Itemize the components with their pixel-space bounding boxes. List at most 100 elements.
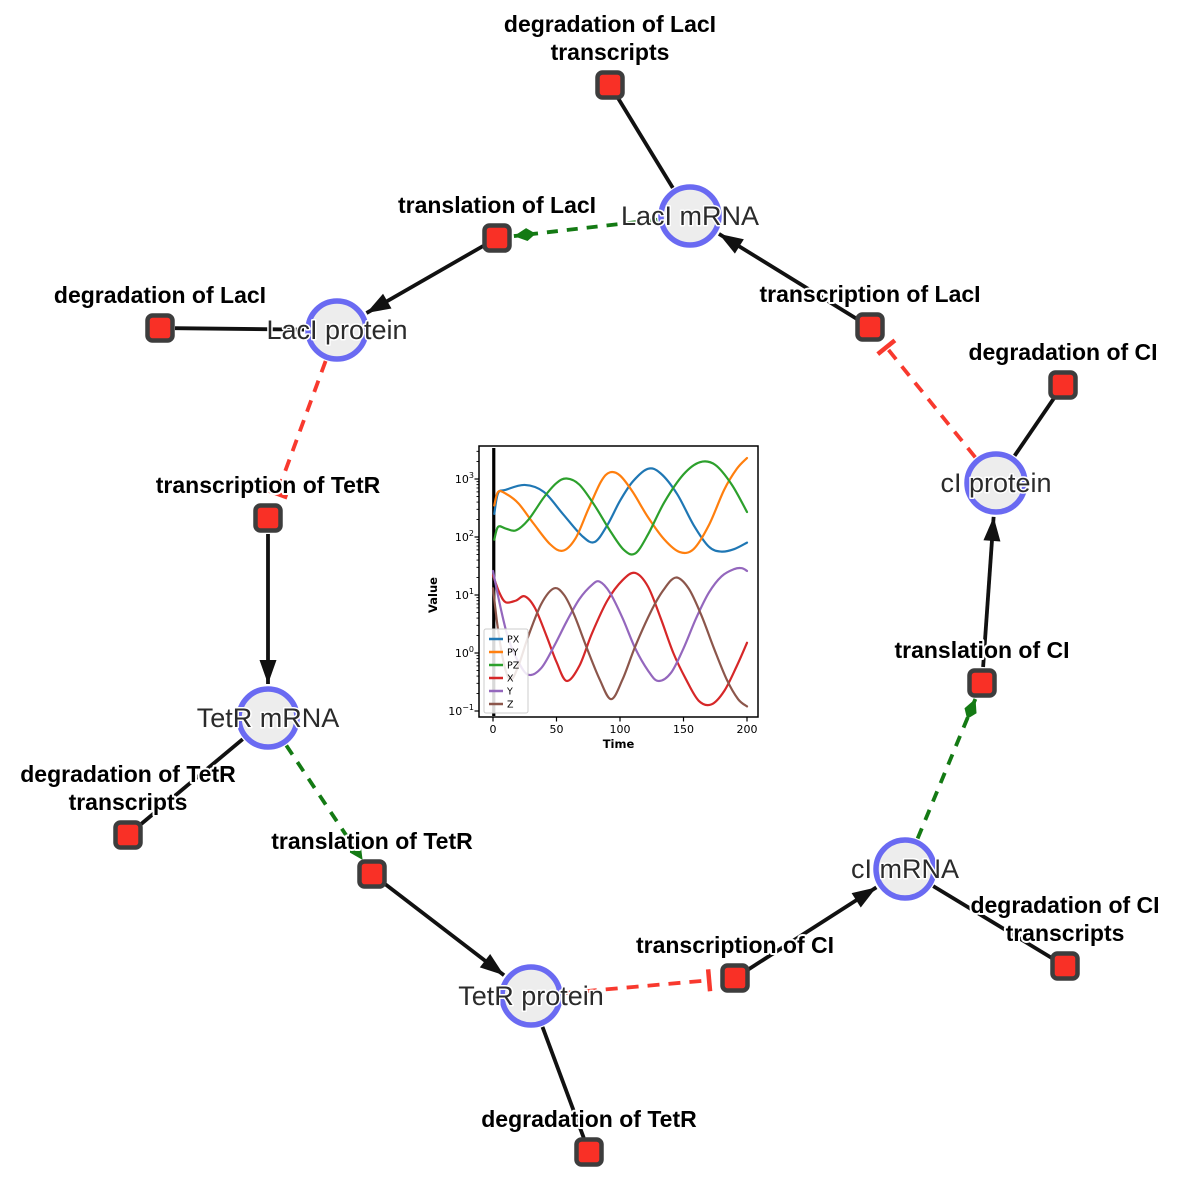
label-transl-cI: translation of CI xyxy=(894,637,1069,663)
reaction-square xyxy=(357,859,387,889)
legend-label-PX: PX xyxy=(507,635,520,646)
edge-line xyxy=(284,744,365,861)
edge-line xyxy=(275,360,328,495)
label-tetR-protein: TetR protein xyxy=(458,981,604,1011)
node-deg-lacI xyxy=(145,313,175,343)
x-tick-label: 50 xyxy=(550,723,564,736)
edge-line xyxy=(383,882,506,977)
activation-arrowhead-icon xyxy=(513,228,536,242)
edge-line xyxy=(915,697,978,840)
x-tick-label: 0 xyxy=(490,723,497,736)
inhibition-tee-icon xyxy=(876,338,897,356)
reaction-square xyxy=(145,313,175,343)
arrowhead-icon xyxy=(259,660,277,684)
y-tick-label: 102 xyxy=(455,529,474,544)
label-txn-cI: transcription of CI xyxy=(636,932,834,958)
label-deg-lacI: degradation of LacI xyxy=(54,282,266,308)
node-txn-lacI xyxy=(855,312,885,342)
arrowhead-icon xyxy=(366,293,392,314)
activation-arrowhead-icon xyxy=(349,841,363,860)
label-cI-protein: cI protein xyxy=(940,468,1051,498)
edge-lacI-protein-to-deg-lacI xyxy=(174,326,305,332)
edge-line xyxy=(717,232,858,321)
species-circle xyxy=(658,184,722,248)
edge-txn-cI-to-cI-mRNA xyxy=(747,885,878,971)
legend: PX PY PZ XYZ xyxy=(483,628,529,714)
reaction-square xyxy=(855,312,885,342)
node-cI-protein xyxy=(964,451,1028,515)
node-cI-mRNA xyxy=(873,837,937,901)
node-transl-cI xyxy=(967,668,997,698)
reaction-square xyxy=(574,1137,604,1167)
edge-line xyxy=(540,1026,586,1139)
arrowhead-icon xyxy=(479,953,505,976)
edge-line xyxy=(1013,396,1057,457)
arrowhead-icon xyxy=(718,233,744,254)
edge-txn-lacI-to-lacI-mRNA xyxy=(717,232,858,321)
node-deg-lacI-transcripts xyxy=(595,70,625,100)
edge-tetR-mRNA-to-deg-tetR-transcripts xyxy=(138,737,244,827)
arrowhead-icon xyxy=(983,516,1001,542)
x-tick-label: 100 xyxy=(610,723,631,736)
node-transl-tetR xyxy=(357,859,387,889)
edge-tetR-mRNA-to-transl-tetR xyxy=(284,744,365,861)
inset-chart: 0 50 100 150 200 103 102 101 100 10−1 PX PY PZ XYZ Tim… xyxy=(426,445,759,751)
reaction-square xyxy=(1050,951,1080,981)
node-lacI-mRNA xyxy=(658,184,722,248)
series-PX-line xyxy=(493,467,749,553)
edge-line xyxy=(513,217,658,238)
label-lacI-protein: LacI protein xyxy=(266,315,407,345)
edge-cI-mRNA-to-transl-cI xyxy=(915,697,978,840)
label-transl-lacI: translation of LacI xyxy=(398,192,596,218)
y-tick-label: 10−1 xyxy=(448,703,474,718)
reaction-square xyxy=(1048,370,1078,400)
node-txn-tetR xyxy=(253,503,283,533)
y-axis-label: Value xyxy=(426,577,440,613)
edge-tetR-protein-to-deg-tetR xyxy=(540,1026,586,1139)
species-circle xyxy=(305,298,369,362)
node-tetR-protein xyxy=(499,964,563,1028)
edge-cI-protein-to-txn-lacI xyxy=(876,338,977,459)
arrowhead-icon xyxy=(851,887,877,908)
legend-box xyxy=(483,628,529,714)
legend-label-PY: PY xyxy=(507,648,519,659)
edge-transl-cI-to-cI-protein xyxy=(981,516,1001,668)
label-deg-cI: degradation of CI xyxy=(968,339,1157,365)
label-deg-cI-transcripts-line1: degradation of CI xyxy=(970,892,1159,918)
reaction-square xyxy=(967,668,997,698)
edge-txn-tetR-to-tetR-mRNA xyxy=(259,534,277,684)
activation-arrowhead-icon xyxy=(964,698,977,720)
node-deg-tetR xyxy=(574,1137,604,1167)
edge-lacI-mRNA-to-transl-lacI xyxy=(513,217,658,242)
inhibition-tee-icon xyxy=(265,487,289,500)
edge-transl-lacI-to-lacI-protein xyxy=(365,244,485,315)
edge-line xyxy=(884,346,977,459)
x-axis-label: Time xyxy=(603,737,635,751)
species-circle xyxy=(236,686,300,750)
x-tick-label: 200 xyxy=(737,723,758,736)
species-circle xyxy=(499,964,563,1028)
series-PZ-line xyxy=(493,460,749,556)
label-deg-tetR-transcripts-line1: degradation of TetR xyxy=(20,761,236,787)
edge-transl-tetR-to-tetR-protein xyxy=(383,882,506,977)
label-txn-tetR: transcription of TetR xyxy=(156,472,381,498)
label-deg-cI-transcripts-line2: transcripts xyxy=(1006,920,1125,946)
node-tetR-mRNA xyxy=(236,686,300,750)
species-circle xyxy=(964,451,1028,515)
edge-line xyxy=(563,978,710,995)
legend-label-Z: Z xyxy=(507,700,514,711)
y-tick-label: 103 xyxy=(455,471,474,486)
x-tick-label: 150 xyxy=(673,723,694,736)
node-transl-lacI xyxy=(482,223,512,253)
node-deg-cI xyxy=(1048,370,1078,400)
edge-lacI-mRNA-to-deg-lacI-transcripts xyxy=(616,96,675,189)
label-deg-lacI-transcripts-line2: transcripts xyxy=(551,39,670,65)
label-deg-lacI-transcripts-line1: degradation of LacI xyxy=(504,11,716,37)
node-deg-tetR-transcripts xyxy=(113,820,143,850)
edge-line xyxy=(138,737,244,827)
label-deg-tetR: degradation of TetR xyxy=(481,1106,697,1132)
edge-line xyxy=(747,885,878,971)
edge-line xyxy=(174,326,305,332)
label-cI-mRNA: cI mRNA xyxy=(851,854,959,884)
